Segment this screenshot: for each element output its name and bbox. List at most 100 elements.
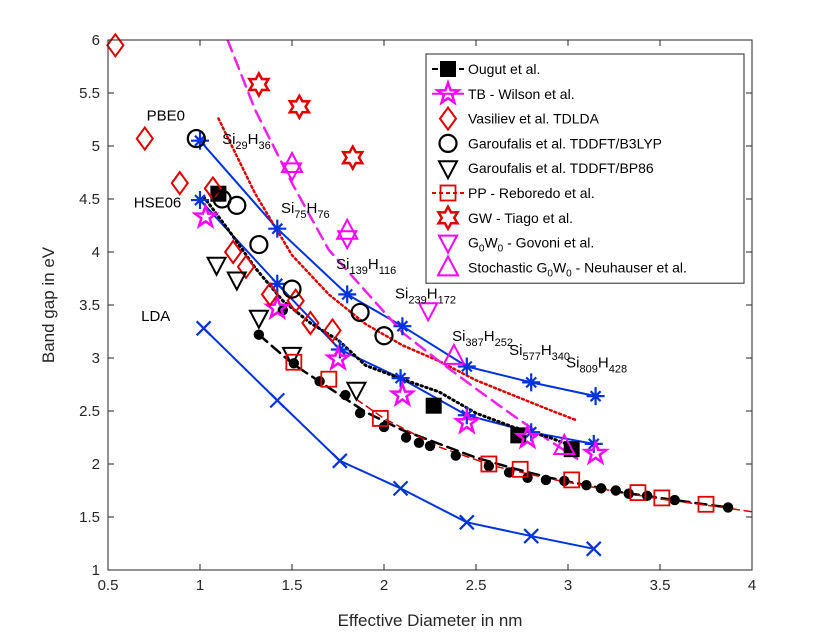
garoufalis-et-al-tddft-bp86-point [226, 271, 248, 292]
gw-tiago-et-al-point [340, 144, 365, 172]
tb-wilson-et-al-point [513, 422, 542, 450]
lda-curve-marker [585, 541, 602, 557]
fit-points-black-point [669, 494, 680, 506]
garoufalis-et-al-tddft-b3lyp-point [374, 326, 394, 346]
legend-label: GW - Tiago et al. [468, 210, 573, 226]
vasiliev-et-al-tdlda-point [106, 32, 125, 59]
vasiliev-et-al-tdlda-point [301, 310, 320, 336]
red-dashed-fit [355, 398, 752, 513]
y-tick-label: 1 [92, 562, 100, 579]
label-si239: Si239H172 [395, 286, 456, 307]
fit-points-black-point [400, 432, 412, 443]
garoufalis-et-al-tddft-bp86-point [281, 346, 303, 367]
tb-wilson-et-al-point [191, 202, 220, 230]
legend-marker [438, 105, 458, 132]
lda-curve-marker [459, 514, 475, 531]
y-tick-label: 5 [92, 138, 100, 155]
vasiliev-et-al-tdlda-point [135, 125, 155, 152]
gw-tiago-et-al-point [287, 93, 312, 121]
garoufalis-et-al-tddft-bp86-point [345, 381, 368, 402]
legend-label: Ougut et al. [468, 61, 540, 77]
gw-tiago-et-al-point [247, 70, 271, 99]
y-axis-title: Band gap in eV [39, 246, 58, 363]
pbe0-curve-marker [191, 131, 209, 150]
vasiliev-et-al-tdlda-point [170, 170, 189, 196]
x-tick-label: 2 [380, 577, 388, 594]
legend-label: TB - Wilson et al. [468, 86, 575, 102]
y-tick-label: 3.5 [79, 297, 100, 314]
lda-curve-marker [523, 528, 539, 544]
legend-box [425, 53, 745, 284]
x-tick-label: 3 [564, 577, 572, 594]
x-tick-label: 3.5 [650, 577, 671, 594]
pbe0-curve-marker [268, 219, 287, 238]
annotations-layer: PBE0 HSE06 LDA Si29H36 Si75H76 Si139H116 Si239… [134, 108, 627, 376]
label-lda: LDA [141, 308, 170, 325]
markers-layer [106, 32, 734, 557]
fit-points-black-point [253, 329, 265, 340]
lda-curve-marker [195, 320, 212, 337]
ougut-et-al-point [425, 397, 442, 414]
fit-points-black-point [610, 485, 622, 496]
pbe0-curve-marker [338, 285, 357, 304]
garoufalis-et-al-tddft-b3lyp-point [186, 128, 206, 149]
x-tick-label: 2.5 [466, 577, 487, 594]
pbe0-curve-marker [586, 387, 605, 406]
y-tick-label: 1.5 [79, 509, 100, 526]
garoufalis-et-al-tddft-b3lyp-point [227, 195, 247, 215]
label-si29: Si29H36 [222, 131, 271, 152]
legend-marker [440, 61, 456, 77]
legend-marker [436, 204, 460, 232]
y-tick-label: 4.5 [79, 191, 100, 208]
y-tick-label: 6 [92, 32, 100, 49]
hse06-curve-marker [522, 423, 541, 442]
y-tick-label: 2.5 [79, 403, 100, 420]
label-si75: Si75H76 [281, 200, 330, 221]
x-tick-label: 1 [196, 577, 204, 594]
lda-curve-marker [392, 480, 409, 497]
legend-marker [436, 254, 460, 277]
fit-points-black-point [581, 480, 592, 491]
legend-label: Stochastic G0W0 - Neuhauser et al. [468, 259, 687, 279]
fit-points-black-point [424, 440, 436, 452]
fit-points-black-point [503, 467, 515, 478]
tb-wilson-et-al-point [452, 407, 481, 435]
pp-reboredo-et-al-point [697, 495, 715, 513]
legend-marker [433, 78, 463, 106]
fit-points-black-point [314, 376, 325, 387]
stochastic-g0w0-neuhauser-et-al-point [280, 150, 304, 174]
tb-wilson-et-al-point [581, 438, 610, 466]
pp-reboredo-et-al-point [285, 353, 303, 371]
tb-wilson-et-al-point [388, 380, 417, 408]
lda-curve-marker [332, 453, 348, 469]
hse06-curve-marker [268, 274, 287, 293]
fit-points-black-point [340, 389, 351, 401]
lda-curve-marker [269, 392, 286, 409]
y-tick-label: 4 [92, 244, 100, 261]
pp-reboredo-et-al-point [653, 489, 671, 507]
fit-points-black-point [722, 502, 734, 513]
pp-reboredo-et-al-point [480, 455, 498, 473]
fit-points-black-point [623, 488, 634, 499]
garoufalis-et-al-tddft-bp86-point [205, 256, 228, 277]
hse06-curve-marker [584, 434, 603, 453]
black-dotted-fit [202, 195, 574, 448]
vasiliev-et-al-tdlda-point [223, 239, 243, 265]
fit-points-black-point [522, 472, 533, 483]
x-axis-title: Effective Diameter in nm [338, 611, 523, 630]
fit-points-black-point [413, 437, 425, 448]
fit-points-black-point [483, 460, 495, 472]
garoufalis-et-al-tddft-b3lyp-point [350, 302, 370, 323]
stochastic-g0w0-neuhauser-et-al-point [442, 342, 466, 365]
legend-marker [437, 234, 459, 255]
axis-ticks: 0.5 1 1.5 2 2.5 3 3.5 411.522.533.544.555.56 [79, 32, 756, 594]
fit-points-black-point [378, 421, 390, 433]
y-tick-label: 5.5 [79, 85, 100, 102]
label-hse06: HSE06 [134, 194, 182, 211]
y-tick-label: 3 [92, 350, 100, 367]
y-tick-label: 2 [92, 456, 100, 473]
pp-reboredo-et-al-point [563, 471, 581, 489]
stochastic-g0w0-neuhauser-et-al-point [335, 217, 359, 240]
